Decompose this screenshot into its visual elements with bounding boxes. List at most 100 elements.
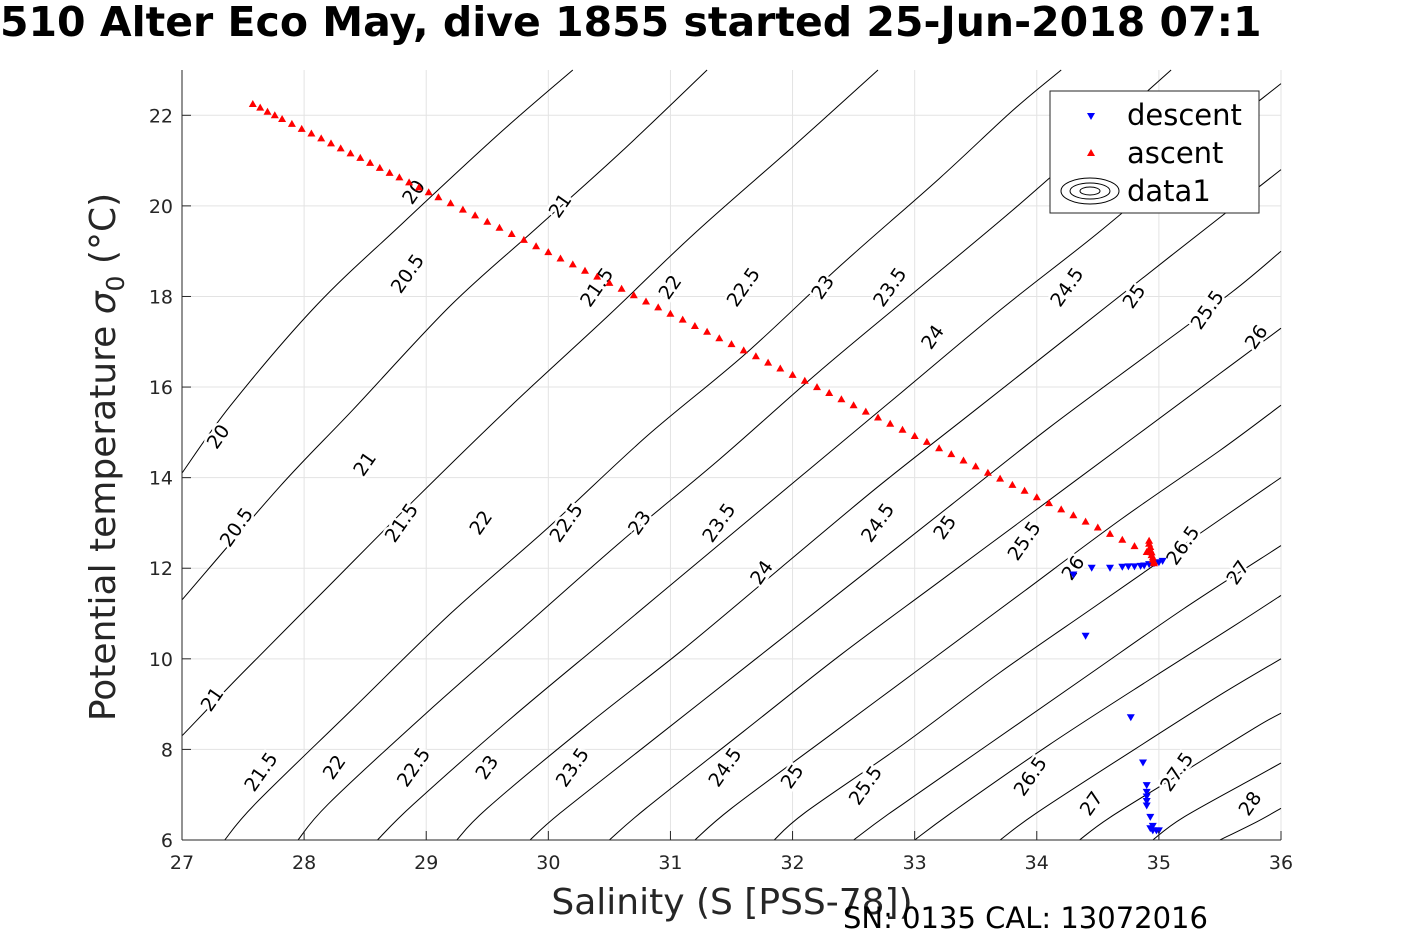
ascent-point [1150, 559, 1158, 567]
ascent-point [532, 242, 541, 250]
isopycnal-24-5 [694, 404, 1282, 841]
y-tick-label: 6 [161, 830, 173, 852]
y-tick-label: 10 [149, 649, 173, 671]
calibration-footnote: SN: 0135 CAL: 13072016 [843, 901, 1208, 935]
ascent-point [849, 401, 858, 409]
ascent-point [495, 223, 504, 231]
ascent-point [1069, 511, 1078, 519]
isopycnal-27 [1079, 712, 1282, 841]
ascent-point [317, 134, 326, 142]
data-series [248, 100, 1167, 835]
ascent-point [471, 211, 480, 219]
y-tick-label: 14 [149, 468, 173, 490]
ascent-point [1142, 548, 1151, 555]
x-tick-label: 30 [536, 852, 560, 874]
ascent-point [256, 103, 265, 111]
descent-point [1142, 798, 1151, 805]
ascent-point [996, 474, 1005, 482]
x-tick-label: 32 [780, 852, 804, 874]
ascent-point [1045, 499, 1053, 507]
ascent-point [1093, 523, 1102, 531]
ascent-point [642, 297, 650, 305]
ascent-point [898, 425, 907, 433]
ascent-point [654, 303, 663, 311]
ascent-point [414, 183, 423, 191]
isopycnal-20 [181, 69, 574, 474]
isopycnal-28 [1219, 807, 1282, 841]
isopycnal-25-5 [853, 545, 1282, 841]
ascent-point [690, 322, 699, 329]
series-ascent [248, 100, 1158, 567]
isopycnal-20-5 [181, 69, 708, 601]
ascent-point [395, 173, 404, 181]
isopycnal-26 [914, 594, 1282, 841]
ascent-point [1057, 505, 1066, 513]
ascent-point [837, 395, 846, 403]
ascent-point [666, 309, 675, 317]
ascent-point [825, 389, 834, 396]
descent-point [1158, 557, 1167, 565]
isopycnal-contours [181, 69, 1282, 841]
descent-point [1130, 563, 1139, 571]
ascent-point [1118, 535, 1127, 543]
legend: descent ascent data1 [1049, 90, 1260, 214]
descent-point [1154, 827, 1163, 835]
ascent-point [556, 254, 565, 262]
descent-point [1118, 563, 1127, 571]
x-tick-label: 31 [658, 852, 682, 874]
isopycnal-21 [181, 69, 879, 737]
y-axis-label-subscript: 0 [101, 276, 130, 292]
ascent-point [947, 450, 956, 458]
ascent-point [1032, 493, 1041, 501]
descent-point [1087, 564, 1096, 572]
ascent-point [327, 139, 335, 147]
ascent-point [935, 444, 944, 452]
ascent-point [800, 376, 809, 384]
ascent-point [568, 260, 577, 268]
isopycnal-26-5 [999, 658, 1282, 841]
ascent-point [703, 327, 712, 335]
ascent-point [983, 468, 992, 476]
ascent-point [813, 383, 821, 391]
descent-point [1124, 563, 1133, 571]
ascent-point [346, 149, 355, 157]
descent-point [1142, 788, 1151, 796]
ascent-point [788, 370, 797, 378]
x-tick-label: 35 [1147, 852, 1171, 874]
ascent-point [270, 111, 279, 119]
ascent-point [1008, 480, 1017, 488]
ascent-point [519, 235, 528, 243]
legend-data1-label: data1 [1127, 174, 1211, 208]
ascent-point [727, 340, 736, 348]
ascent-point [739, 346, 748, 354]
ascent-point [248, 100, 257, 107]
x-tick-label: 33 [903, 852, 927, 874]
descent-point [1142, 793, 1151, 801]
y-tick-label: 12 [149, 558, 173, 580]
sigma-symbol: σ [83, 290, 124, 314]
isopycnal-22 [297, 69, 1172, 841]
ascent-point [1106, 529, 1114, 537]
ascent-point [605, 278, 614, 286]
legend-contour-ring-middle [1069, 182, 1111, 200]
descent-point [1142, 802, 1151, 810]
y-tick-label: 20 [149, 196, 173, 218]
descent-point [1148, 822, 1157, 830]
ascent-point [307, 129, 316, 137]
ascent-point [910, 432, 919, 439]
ascent-point [375, 163, 384, 171]
x-tick-label: 29 [414, 852, 438, 874]
ascent-point [751, 352, 760, 360]
axes: 27 28 29 30 31 32 33 34 35 36 6 8 10 12 14 16 18 20 22 [149, 70, 1293, 874]
y-tick-label: 16 [149, 377, 173, 399]
descent-point [1139, 759, 1147, 767]
legend-contour-ring-inner [1079, 186, 1101, 196]
ascent-point [405, 178, 414, 186]
legend-box [1049, 90, 1260, 214]
isopycnal-23-5 [529, 250, 1282, 841]
ascent-point [434, 193, 443, 201]
ascent-point [861, 407, 870, 415]
x-tick-label: 36 [1269, 852, 1293, 874]
